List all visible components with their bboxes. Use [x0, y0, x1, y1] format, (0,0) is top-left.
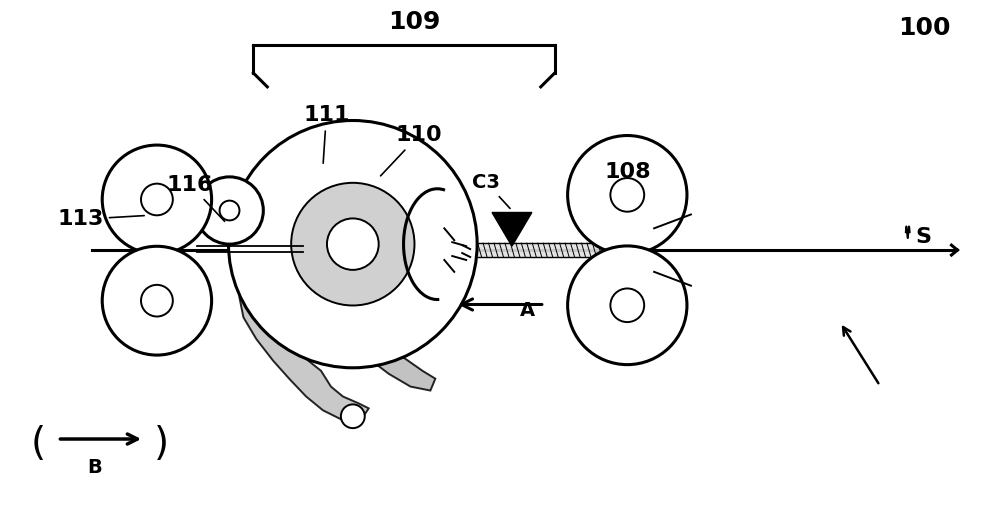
Text: ): ) [154, 425, 169, 463]
Circle shape [610, 178, 644, 212]
Text: 110: 110 [381, 125, 442, 176]
Text: C3: C3 [472, 173, 510, 209]
Text: S: S [916, 227, 932, 247]
Circle shape [341, 404, 365, 428]
Circle shape [568, 135, 687, 254]
Circle shape [102, 246, 212, 355]
Circle shape [196, 177, 263, 244]
Circle shape [141, 285, 173, 317]
Text: 100: 100 [898, 16, 950, 40]
Text: (: ( [31, 425, 46, 463]
Polygon shape [239, 256, 369, 420]
Circle shape [568, 246, 687, 365]
Circle shape [610, 288, 644, 322]
Circle shape [102, 145, 212, 254]
Text: A: A [520, 301, 535, 320]
Text: 108: 108 [604, 162, 651, 208]
Text: 116: 116 [167, 175, 225, 221]
Polygon shape [492, 213, 532, 246]
Text: 109: 109 [389, 10, 441, 35]
Circle shape [327, 218, 379, 270]
Polygon shape [283, 256, 435, 390]
Circle shape [220, 201, 239, 220]
Text: B: B [87, 458, 102, 477]
Text: 111: 111 [303, 106, 350, 163]
Text: 113: 113 [57, 210, 144, 229]
Circle shape [141, 184, 173, 215]
Circle shape [229, 121, 477, 368]
Circle shape [291, 183, 414, 305]
